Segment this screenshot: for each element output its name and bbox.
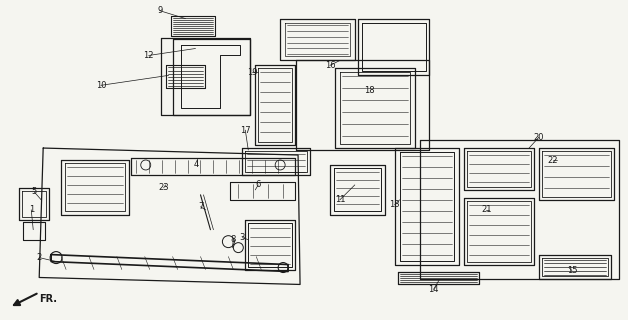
Text: 5: 5 xyxy=(31,188,37,196)
Text: 7: 7 xyxy=(198,202,203,211)
Text: 14: 14 xyxy=(428,285,439,294)
Text: 13: 13 xyxy=(389,200,400,209)
Text: 9: 9 xyxy=(157,6,162,15)
Text: 11: 11 xyxy=(335,195,345,204)
Text: 6: 6 xyxy=(256,180,261,189)
Text: 17: 17 xyxy=(240,126,251,135)
Text: 19: 19 xyxy=(247,68,257,77)
Text: FR.: FR. xyxy=(39,294,57,304)
Text: 12: 12 xyxy=(143,51,154,60)
Text: 21: 21 xyxy=(481,205,492,214)
Text: 15: 15 xyxy=(566,266,577,275)
Text: 4: 4 xyxy=(194,160,199,170)
Text: 8: 8 xyxy=(230,235,236,244)
Text: 22: 22 xyxy=(548,156,558,164)
Text: 10: 10 xyxy=(95,81,106,90)
Text: 16: 16 xyxy=(325,61,335,70)
Text: 3: 3 xyxy=(240,233,245,242)
Text: 23: 23 xyxy=(158,183,169,192)
Text: 2: 2 xyxy=(36,253,42,262)
Text: 20: 20 xyxy=(534,132,544,141)
Text: 1: 1 xyxy=(29,205,34,214)
Text: 18: 18 xyxy=(364,86,375,95)
